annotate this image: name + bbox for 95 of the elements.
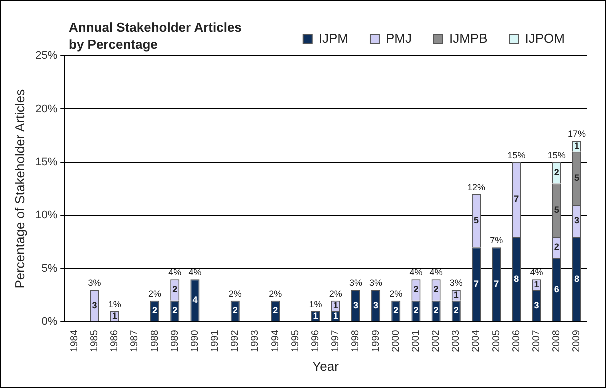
total-label: 1% [108, 299, 122, 310]
data-label: 2 [454, 306, 459, 316]
x-tick-label: 1997 [330, 330, 342, 352]
total-label: 7% [490, 236, 504, 246]
data-label: 1 [454, 290, 459, 300]
x-tick-label: 1993 [250, 330, 262, 352]
data-label: 2 [172, 284, 178, 295]
data-label: 2 [434, 306, 439, 316]
data-label: 7 [494, 279, 500, 290]
total-label: 2% [269, 288, 282, 299]
total-label: 3% [349, 278, 362, 288]
legend-label: IJMPB [449, 31, 488, 46]
data-label: 3 [534, 300, 540, 310]
data-label: 3 [92, 300, 98, 310]
data-label: 2 [394, 306, 399, 316]
data-label: 2 [414, 284, 419, 295]
total-label: 2% [390, 288, 403, 299]
total-label: 2% [329, 288, 342, 299]
data-label: 3 [353, 300, 358, 310]
data-label: 2 [554, 168, 560, 178]
data-label: 5 [574, 172, 580, 183]
y-axis-title: Percentage of Stakeholder Articles [12, 88, 28, 289]
x-tick-label: 1985 [90, 330, 101, 352]
y-tick-label: 15% [36, 156, 58, 168]
x-tick-label: 1992 [230, 330, 242, 352]
total-label: 4% [188, 268, 202, 278]
total-label: 4% [430, 268, 443, 278]
x-tick-label: 1990 [190, 330, 201, 352]
y-tick-label: 5% [42, 262, 58, 275]
data-label: 1 [333, 311, 338, 322]
total-label: 17% [568, 129, 586, 140]
data-label: 1 [333, 300, 338, 311]
y-tick-label: 10% [36, 210, 58, 222]
data-label: 1 [112, 311, 118, 322]
x-tick-label: 1999 [370, 330, 382, 352]
data-label: 2 [554, 242, 560, 252]
x-tick-label: 1988 [150, 330, 161, 352]
data-label: 2 [414, 306, 419, 316]
x-tick-label: 2008 [552, 330, 563, 352]
data-label: 4 [192, 295, 198, 306]
x-tick-label: 1987 [130, 330, 141, 352]
data-label: 7 [514, 194, 520, 204]
data-label: 2 [434, 284, 439, 295]
y-tick-label: 0% [42, 316, 58, 328]
data-label: 3 [374, 300, 379, 310]
x-tick-label: 1995 [290, 330, 302, 352]
total-label: 12% [467, 182, 486, 192]
total-label: 3% [88, 278, 102, 288]
y-tick-label: 25% [36, 50, 58, 62]
total-label: 4% [410, 268, 423, 278]
data-label: 2 [232, 306, 238, 316]
x-tick-label: 2000 [390, 330, 402, 352]
x-tick-label: 1998 [350, 330, 362, 352]
legend-label: IJPOM [525, 31, 566, 46]
x-axis-title: Year [312, 358, 340, 374]
x-tick-label: 1996 [310, 330, 322, 352]
x-tick-label: 2004 [471, 330, 482, 352]
y-tick-label: 20% [36, 103, 58, 116]
data-label: 1 [534, 279, 540, 290]
x-tick-label: 2009 [572, 330, 583, 352]
x-tick-label: 1984 [69, 330, 80, 352]
data-label: 6 [554, 284, 560, 294]
data-label: 7 [474, 279, 480, 290]
data-label: 1 [574, 140, 580, 151]
total-label: 1% [309, 299, 322, 310]
data-label: 5 [474, 216, 480, 226]
total-label: 2% [148, 288, 162, 299]
total-label: 4% [530, 268, 544, 278]
total-label: 4% [168, 268, 182, 278]
total-label: 3% [370, 278, 383, 288]
total-label: 3% [450, 278, 463, 288]
x-tick-label: 1994 [270, 330, 282, 352]
total-label: 15% [508, 150, 526, 160]
data-label: 8 [514, 274, 520, 284]
x-tick-label: 2007 [532, 330, 543, 352]
x-tick-label: 2003 [451, 330, 462, 352]
x-tick-label: 2006 [511, 330, 522, 352]
legend-label: IJPM [318, 31, 349, 46]
chart-title: Annual Stakeholder Articles by Percentage [69, 19, 242, 53]
data-label: 3 [574, 216, 580, 226]
total-label: 15% [548, 150, 566, 160]
data-label: 2 [152, 306, 158, 316]
x-tick-label: 1986 [110, 330, 121, 352]
data-label: 8 [574, 274, 580, 284]
x-tick-label: 2002 [431, 330, 442, 352]
data-label: 1 [313, 311, 318, 322]
data-label: 2 [273, 306, 278, 316]
data-label: 2 [172, 306, 178, 316]
x-tick-label: 1991 [210, 330, 222, 352]
x-tick-label: 2001 [410, 330, 422, 352]
x-tick-label: 2005 [491, 330, 502, 352]
x-tick-label: 1989 [170, 330, 181, 352]
total-label: 2% [228, 288, 242, 299]
legend-label: PMJ [386, 31, 412, 46]
data-label: 5 [554, 204, 560, 215]
